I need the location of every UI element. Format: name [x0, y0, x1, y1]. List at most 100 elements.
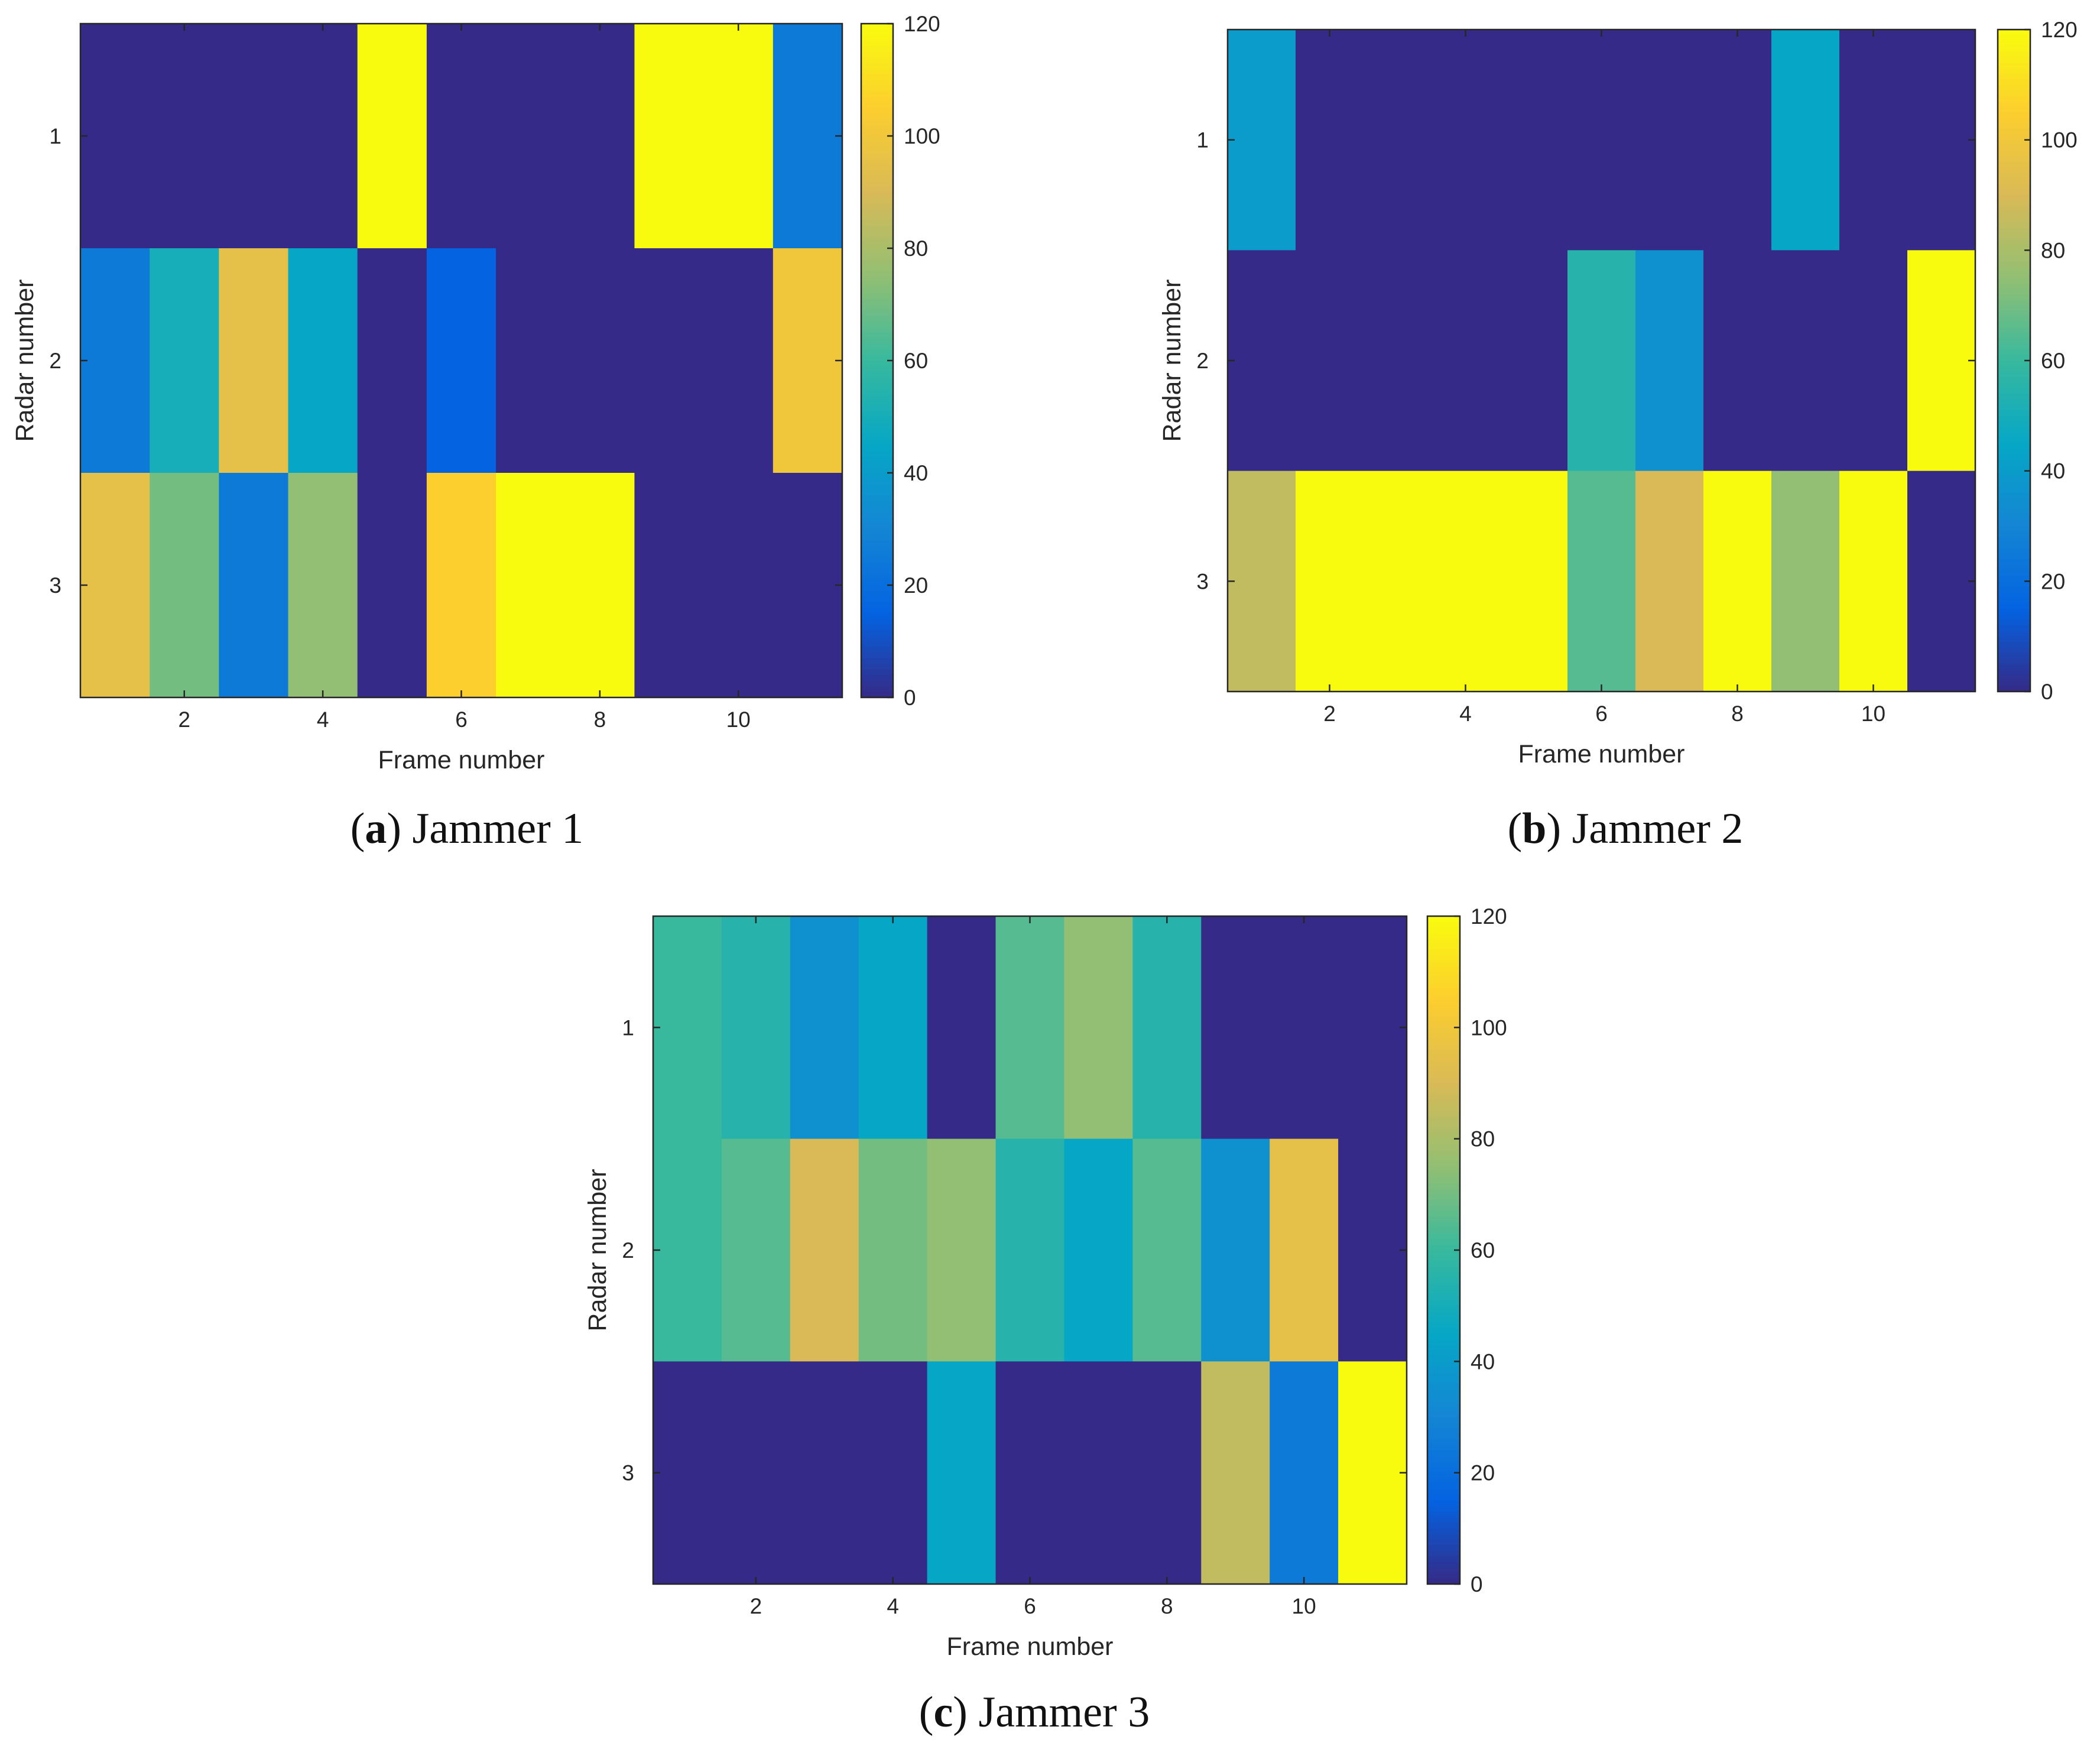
colorbar-segment [1427, 1105, 1460, 1112]
colorbar-segment [861, 287, 893, 294]
colorbar-segment [1427, 1333, 1460, 1340]
colorbar-segment [861, 585, 893, 592]
heatmap-cell-r1-f1 [653, 916, 722, 1140]
heatmap-cell-r1-f4 [1432, 30, 1500, 251]
colorbar-tick-label: 0 [1471, 1572, 1483, 1596]
colorbar-segment [861, 259, 893, 266]
colorbar-segment [1427, 1578, 1460, 1585]
colorbar-segment [861, 658, 893, 664]
colorbar-segment [1998, 669, 2030, 676]
colorbar-segment [1427, 1517, 1460, 1524]
colorbar-segment [1427, 1367, 1460, 1373]
heatmap-cell-r2-f3 [219, 248, 289, 473]
colorbar-segment [1998, 316, 2030, 323]
heatmap-cell-r2-f6 [995, 1138, 1065, 1362]
colorbar-segment [1998, 498, 2030, 505]
colorbar-segment [1998, 106, 2030, 113]
colorbar-segment [1998, 322, 2030, 328]
colorbar-segment [1998, 592, 2030, 598]
colorbar-segment [1998, 680, 2030, 687]
colorbar-segment [861, 69, 893, 75]
heatmap-cell-r1-f9 [634, 24, 705, 249]
heatmap-cell-r3-f9 [1771, 470, 1840, 692]
colorbar-segment [861, 546, 893, 552]
heatmap-cell-r2-f1 [1228, 250, 1296, 472]
colorbar-segment [861, 80, 893, 86]
x-tick-label: 8 [594, 708, 606, 732]
colorbar-segment [861, 141, 893, 148]
caption-text-c: Jammer 3 [978, 1688, 1150, 1737]
colorbar-segment [1427, 927, 1460, 933]
colorbar-tick-label: 120 [1471, 904, 1507, 929]
heatmap-cell-r1-f3 [1364, 30, 1432, 251]
colorbar-segment [1427, 1511, 1460, 1518]
colorbar-segment [1998, 327, 2030, 333]
heatmap-cell-r3-f11 [1338, 1361, 1407, 1585]
colorbar-segment [861, 265, 893, 271]
colorbar-segment [1427, 1389, 1460, 1395]
heatmap-cell-r1-f5 [1499, 30, 1568, 251]
colorbar-tick-label: 80 [904, 236, 928, 261]
colorbar-segment [1427, 1255, 1460, 1262]
colorbar-segment [1427, 1261, 1460, 1267]
colorbar-segment [1998, 200, 2030, 207]
colorbar-segment [1998, 531, 2030, 538]
colorbar-segment [861, 242, 893, 249]
x-tick-label: 10 [726, 708, 751, 732]
heatmap-cell-r1-f5 [927, 916, 997, 1140]
colorbar-segment [861, 540, 893, 547]
colorbar-segment [861, 372, 893, 378]
colorbar-segment [1998, 504, 2030, 510]
colorbar-segment [1998, 603, 2030, 609]
heatmap-cell-r1-f9 [1201, 916, 1270, 1140]
colorbar-segment [1427, 1523, 1460, 1529]
colorbar-segment [1427, 1506, 1460, 1513]
colorbar-segment [1427, 1428, 1460, 1435]
colorbar-segment [1427, 955, 1460, 961]
colorbar-segment [861, 512, 893, 518]
colorbar-segment [861, 529, 893, 536]
colorbar-segment [1998, 233, 2030, 240]
colorbar-segment [1427, 1172, 1460, 1179]
colorbar-segment [1998, 217, 2030, 223]
colorbar-segment [1998, 636, 2030, 642]
colorbar-segment [861, 523, 893, 530]
colorbar-segment [1998, 647, 2030, 654]
colorbar-segment [1427, 1150, 1460, 1156]
colorbar-segment [1427, 994, 1460, 1000]
colorbar-segment [861, 574, 893, 580]
heatmap-cell-r2-f10 [1270, 1138, 1339, 1362]
colorbar-segment [1998, 564, 2030, 571]
colorbar-segment [861, 608, 893, 614]
y-tick-label: 2 [1196, 349, 1209, 373]
colorbar-segment [861, 237, 893, 244]
colorbar-segment [1427, 1133, 1460, 1140]
x-tick-label: 10 [1861, 702, 1885, 726]
heatmap-cell-r2-f6 [426, 248, 496, 473]
colorbar-segment [1998, 311, 2030, 317]
colorbar-segment [1998, 686, 2030, 692]
heatmap-cell-r2-f8 [565, 248, 635, 473]
colorbar-segment [861, 327, 893, 333]
colorbar-segment [861, 349, 893, 356]
heatmap-cell-r1-f10 [1839, 30, 1908, 251]
colorbar-segment [1998, 167, 2030, 174]
colorbar-segment [1998, 598, 2030, 604]
heatmap-cell-r1-f3 [219, 24, 289, 249]
y-tick-label: 3 [622, 1461, 634, 1485]
colorbar-segment [1427, 1044, 1460, 1050]
colorbar-segment [1998, 173, 2030, 179]
heatmap-cell-r2-f11 [1907, 250, 1976, 472]
colorbar-segment [1998, 96, 2030, 102]
colorbar-segment [1427, 1478, 1460, 1485]
colorbar-segment [1427, 1183, 1460, 1190]
heatmap-cell-r1-f10 [703, 24, 774, 249]
colorbar-segment [861, 102, 893, 109]
y-tick-label: 1 [622, 1015, 634, 1040]
colorbar-segment [861, 692, 893, 698]
colorbar-segment [1427, 1027, 1460, 1034]
chart-panel-c: 2 4 6 8 10 1 2 3 Frame number Radar number 0 20 40 60… [567, 887, 1537, 1679]
heatmap-cell-r2-f4 [858, 1138, 928, 1362]
heatmap-cell-r1-f5 [357, 24, 427, 249]
colorbar-segment [1427, 944, 1460, 950]
